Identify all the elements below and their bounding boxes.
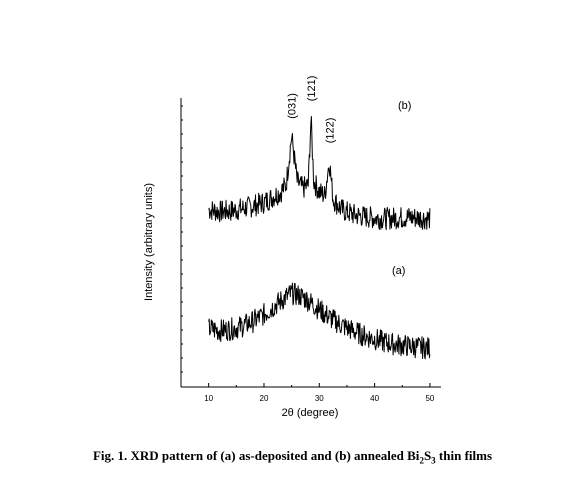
- caption-mid: S: [423, 448, 432, 463]
- figure-caption: Fig. 1. XRD pattern of (a) as-deposited …: [0, 448, 585, 466]
- series-line-b: [208, 116, 431, 231]
- series-label-a: (a): [392, 265, 405, 277]
- chart-axes: [180, 98, 441, 388]
- x-tick-label: 10: [204, 394, 213, 403]
- series-line-a: [208, 282, 431, 360]
- peak-label: (122): [324, 118, 336, 144]
- peak-label: (121): [306, 76, 318, 102]
- caption-prefix: Fig. 1. XRD pattern of (a) as-deposited …: [92, 448, 420, 463]
- series-label-b: (b): [398, 100, 411, 112]
- x-axis-label: 2θ (degree): [282, 407, 339, 419]
- peak-label: (031): [287, 93, 299, 119]
- y-ticks: [181, 105, 183, 373]
- y-axis-label: Intensity (arbitrary units): [143, 183, 155, 301]
- x-tick-label: 50: [425, 394, 434, 403]
- caption-sub-3: 3: [431, 455, 436, 466]
- peak-annotations: (031) (121) (122): [287, 76, 337, 144]
- x-ticks: 10 20 30 40 50: [204, 383, 435, 403]
- caption-suffix: thin films: [435, 448, 493, 463]
- x-tick-label: 30: [315, 394, 324, 403]
- x-tick-label: 40: [370, 394, 379, 403]
- caption-sub-2: 2: [419, 455, 424, 466]
- plot-series: [208, 116, 431, 360]
- x-tick-label: 20: [260, 394, 269, 403]
